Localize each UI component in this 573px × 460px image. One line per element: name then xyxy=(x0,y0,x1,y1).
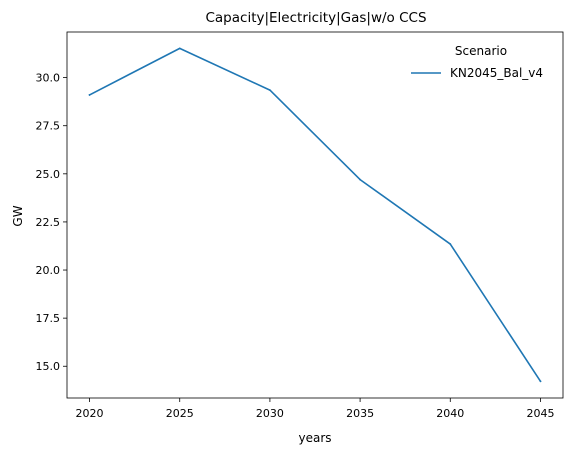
legend: Scenario KN2045_Bal_v4 xyxy=(411,44,543,80)
data-point xyxy=(88,94,91,96)
plot-area-frame xyxy=(66,31,564,399)
data-point xyxy=(539,380,542,383)
y-axis-label: GW xyxy=(11,205,25,226)
series-layer xyxy=(88,47,542,383)
y-axis: 15.0 17.5 20.0 22.5 25.0 27.5 30.0 xyxy=(36,72,67,373)
legend-title: Scenario xyxy=(455,44,507,58)
y-tick-label: 30.0 xyxy=(36,72,61,85)
x-tick-label: 2040 xyxy=(436,407,464,420)
data-point xyxy=(178,47,181,50)
y-tick-label: 15.0 xyxy=(36,360,61,373)
x-tick-label: 2035 xyxy=(346,407,374,420)
x-tick-label: 2045 xyxy=(526,407,554,420)
x-tick-label: 2020 xyxy=(76,407,104,420)
y-tick-label: 17.5 xyxy=(36,312,61,325)
data-point xyxy=(269,89,271,92)
x-tick-label: 2025 xyxy=(166,407,194,420)
legend-label-kn2045-bal-v4: KN2045_Bal_v4 xyxy=(450,66,543,80)
x-axis-label: years xyxy=(298,431,331,445)
data-point xyxy=(449,243,452,245)
chart-title: Capacity|Electricity|Gas|w/o CCS xyxy=(205,10,426,26)
data-point xyxy=(359,178,361,181)
series-line xyxy=(88,47,542,383)
x-tick-label: 2030 xyxy=(256,407,284,420)
y-tick-label: 20.0 xyxy=(36,264,61,277)
x-axis: 2020 2025 2030 2035 2040 2045 xyxy=(76,398,554,420)
y-tick-label: 25.0 xyxy=(36,168,61,181)
y-tick-label: 27.5 xyxy=(36,120,61,133)
y-tick-label: 22.5 xyxy=(36,216,61,229)
